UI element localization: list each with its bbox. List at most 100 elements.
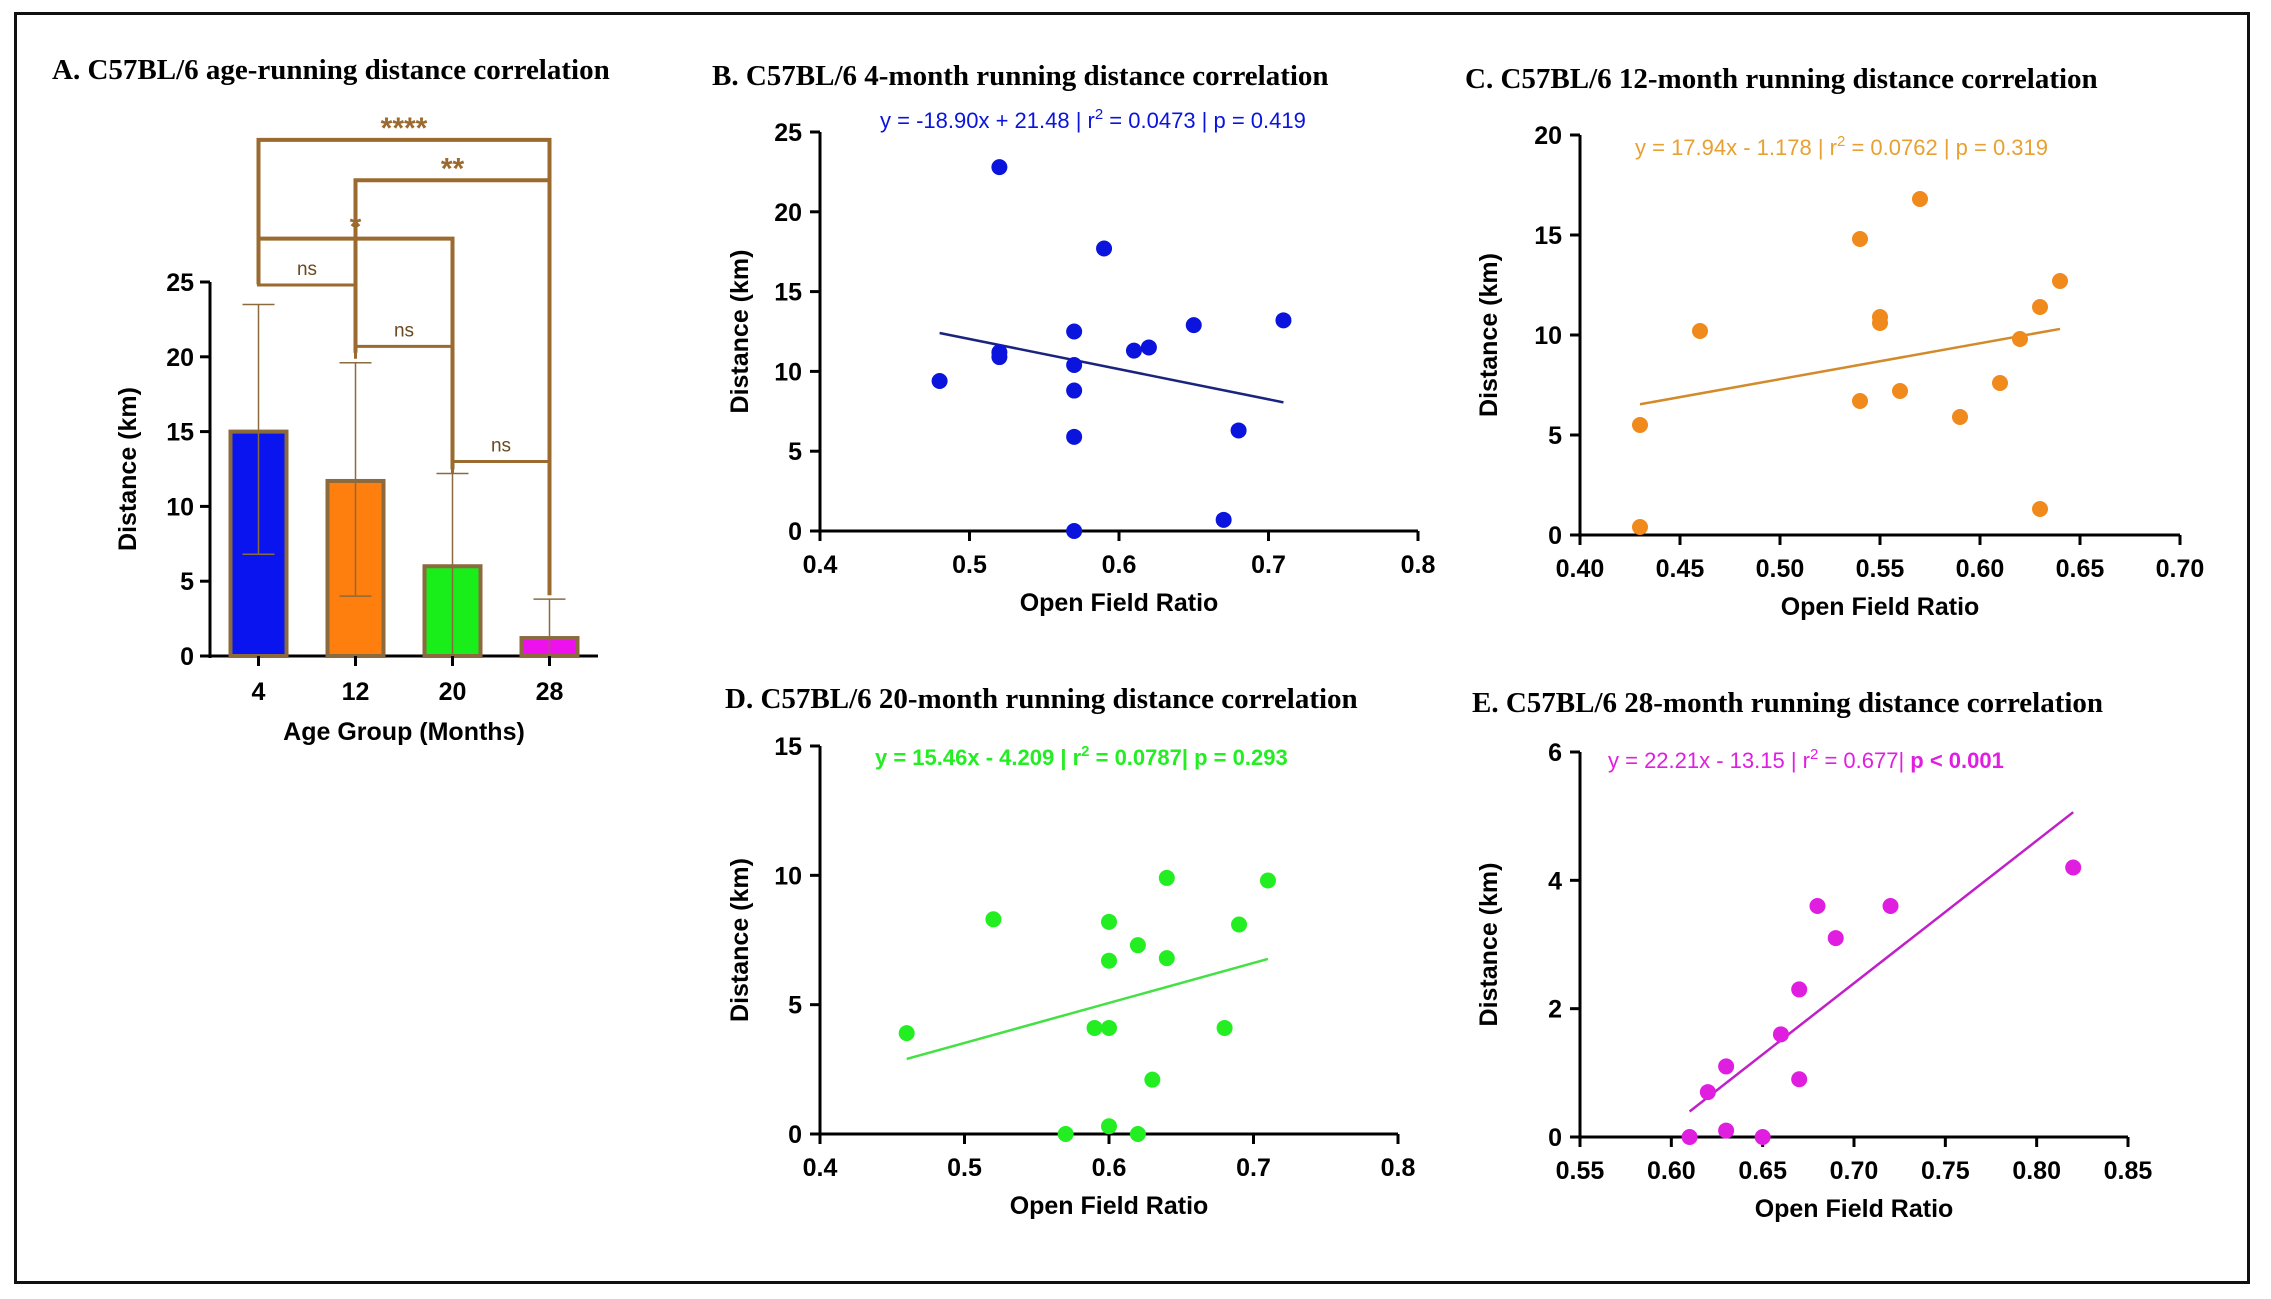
data-point — [985, 911, 1002, 928]
significance-label: ns — [394, 320, 414, 341]
x-tick-label: 0.6 — [1102, 551, 1137, 579]
x-tick-label: 0.8 — [1401, 551, 1436, 579]
regression-line — [1688, 811, 2074, 1113]
x-tick-label: 0.40 — [1556, 555, 1605, 583]
y-tick-label: 10 — [166, 493, 194, 521]
y-tick-label: 2 — [1548, 996, 1562, 1024]
data-point — [1632, 519, 1648, 535]
annotation-superscript: 2 — [1081, 743, 1089, 760]
x-tick-label: 0.55 — [1556, 1157, 1605, 1185]
y-tick-label: 10 — [774, 358, 802, 386]
data-point — [1852, 393, 1868, 409]
annotation-superscript: 2 — [1095, 106, 1103, 123]
x-tick-label: 12 — [342, 678, 370, 706]
x-tick-label: 0.60 — [1647, 1157, 1696, 1185]
y-axis-label: Distance (km) — [114, 387, 142, 551]
data-point — [2012, 331, 2028, 347]
data-point — [1772, 1026, 1789, 1043]
annotation-pvalue: p < 0.001 — [1910, 748, 2004, 773]
data-point — [1791, 1071, 1808, 1088]
data-point — [1632, 417, 1648, 433]
y-tick-label: 25 — [774, 119, 802, 147]
y-tick-label: 5 — [180, 568, 194, 596]
y-tick-label: 15 — [774, 733, 802, 761]
annotation-rest: = 0.677| — [1818, 748, 1910, 773]
y-tick-label: 15 — [166, 419, 194, 447]
y-tick-label: 0 — [1548, 1124, 1562, 1152]
x-tick-label: 0.75 — [1921, 1157, 1970, 1185]
data-point — [1057, 1126, 1074, 1142]
data-point — [1699, 1084, 1716, 1101]
x-tick-label: 0.65 — [1738, 1157, 1787, 1185]
annotation-lead: y = 22.21x - 13.15 | r — [1608, 748, 1810, 773]
x-tick-label: 0.6 — [1092, 1154, 1127, 1182]
data-point — [1791, 981, 1808, 998]
annotation-rest: = 0.0787| p = 0.293 — [1090, 745, 1288, 770]
x-tick-label: 28 — [536, 678, 564, 706]
significance-bracket — [451, 460, 551, 596]
data-point — [2065, 859, 2082, 876]
significance-bracket — [353, 178, 552, 596]
data-point — [1872, 315, 1888, 331]
data-point — [931, 372, 948, 389]
panel-a-title: A. C57BL/6 age-running distance correlat… — [52, 54, 610, 86]
x-tick-label: 0.70 — [2156, 555, 2205, 583]
y-tick-label: 0 — [788, 518, 802, 546]
panel-c-title: C. C57BL/6 12-month running distance cor… — [1465, 63, 2098, 95]
data-point — [1215, 511, 1232, 528]
data-point — [1125, 342, 1142, 359]
data-point — [1230, 422, 1247, 439]
x-tick-label: 0.7 — [1236, 1154, 1271, 1182]
panel-d-title: D. C57BL/6 20-month running distance cor… — [725, 683, 1358, 715]
x-tick-label: 0.4 — [803, 551, 838, 579]
data-point — [991, 159, 1008, 176]
annotation-lead: y = 15.46x - 4.209 | r — [875, 745, 1082, 770]
x-tick-label: 0.65 — [2056, 555, 2105, 583]
regression-line — [939, 331, 1284, 404]
significance-label: * — [350, 211, 362, 244]
data-point — [1892, 383, 1908, 399]
data-point — [2032, 299, 2048, 315]
y-tick-label: 10 — [774, 862, 802, 890]
significance-bracket — [256, 137, 552, 596]
x-tick-label: 0.50 — [1756, 555, 1805, 583]
significance-label: ns — [297, 259, 317, 280]
x-axis-label: Age Group (Months) — [283, 718, 525, 746]
data-point — [1066, 357, 1083, 374]
x-tick-label: 0.4 — [803, 1154, 838, 1182]
data-point — [2032, 501, 2048, 517]
panel-e-title: E. C57BL/6 28-month running distance cor… — [1472, 687, 2103, 719]
data-point — [1275, 312, 1292, 329]
data-point — [1882, 898, 1899, 914]
data-point — [1066, 428, 1083, 445]
y-tick-label: 20 — [166, 344, 194, 372]
data-point — [991, 349, 1008, 366]
data-point — [1718, 1122, 1735, 1139]
x-tick-label: 20 — [439, 678, 467, 706]
y-tick-label: 4 — [1548, 867, 1562, 895]
y-axis-label: Distance (km) — [1475, 253, 1503, 417]
regression-line — [906, 957, 1269, 1061]
y-tick-label: 25 — [166, 269, 194, 297]
x-tick-label: 0.5 — [952, 551, 987, 579]
panel-c: C. C57BL/6 12-month running distance cor… — [1465, 63, 2204, 621]
data-point — [1952, 409, 1968, 425]
x-tick-label: 0.45 — [1656, 555, 1705, 583]
x-tick-label: 0.70 — [1830, 1157, 1879, 1185]
y-tick-label: 5 — [788, 438, 802, 466]
panel-d: D. C57BL/6 20-month running distance cor… — [725, 683, 1415, 1220]
data-point — [1718, 1058, 1735, 1075]
y-tick-label: 20 — [1534, 122, 1562, 150]
significance-label: ns — [491, 436, 511, 457]
x-tick-label: 0.85 — [2104, 1157, 2153, 1185]
regression-annotation: y = 15.46x - 4.209 | r2 = 0.0787| p = 0.… — [875, 743, 1288, 770]
annotation-superscript: 2 — [1837, 133, 1845, 150]
x-tick-label: 0.60 — [1956, 555, 2005, 583]
data-point — [1158, 950, 1175, 967]
x-axis-label: Open Field Ratio — [1781, 593, 1980, 621]
data-point — [1754, 1129, 1771, 1145]
panel-b-title: B. C57BL/6 4-month running distance corr… — [712, 60, 1329, 92]
panel-e: E. C57BL/6 28-month running distance cor… — [1472, 687, 2152, 1223]
data-point — [1912, 191, 1928, 207]
